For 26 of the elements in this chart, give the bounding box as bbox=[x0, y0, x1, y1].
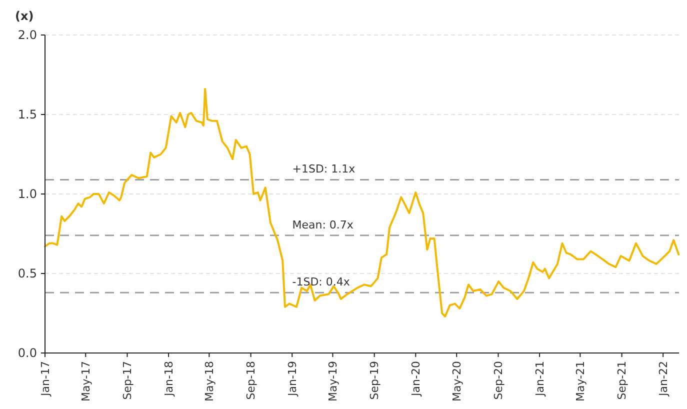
x-tick-label: Jan-17 bbox=[38, 361, 52, 397]
x-tick-label: Jan-18 bbox=[162, 361, 176, 397]
y-axis-title: (x) bbox=[15, 9, 34, 23]
x-tick-label: Jan-21 bbox=[533, 361, 546, 397]
y-tick-label: 0.5 bbox=[18, 266, 37, 281]
ref-line-label: -1SD: 0.4x bbox=[292, 276, 350, 289]
x-tick-label: May-20 bbox=[450, 361, 464, 402]
y-tick-label: 1.0 bbox=[18, 187, 37, 202]
y-tick-label: 2.0 bbox=[18, 28, 37, 42]
x-tick-label: Jan-20 bbox=[410, 361, 422, 397]
x-tick-label: Jan-22 bbox=[656, 361, 670, 397]
x-tick-label: May-17 bbox=[79, 361, 92, 402]
x-tick-label: Sep-20 bbox=[492, 361, 506, 400]
y-tick-label: 1.5 bbox=[18, 108, 37, 122]
x-tick-label: May-19 bbox=[326, 361, 340, 402]
x-tick-label: Sep-18 bbox=[244, 361, 258, 400]
x-tick-label: Sep-19 bbox=[368, 361, 382, 400]
x-tick-label: May-18 bbox=[203, 361, 216, 402]
line-series bbox=[44, 88, 680, 318]
y-tick-label: 0.0 bbox=[18, 346, 37, 360]
x-tick-label: Sep-17 bbox=[121, 361, 134, 400]
x-tick-label: May-21 bbox=[574, 361, 588, 402]
ref-line-label: +1SD: 1.1x bbox=[292, 162, 356, 176]
x-tick-label: Sep-21 bbox=[616, 361, 629, 400]
ref-line-label: Mean: 0.7x bbox=[292, 218, 354, 232]
x-tick-label: Jan-19 bbox=[286, 361, 299, 397]
